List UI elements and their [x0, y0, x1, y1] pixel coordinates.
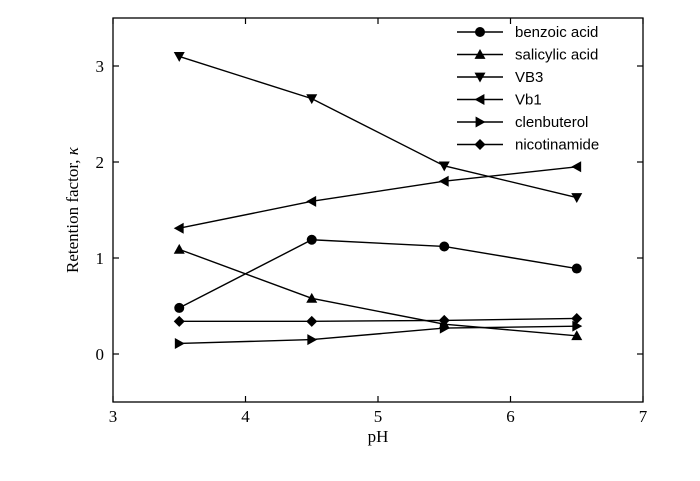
y-tick-label: 3: [96, 57, 105, 76]
axes: 3 4 5 6 7 0 1 2 3: [96, 17, 648, 426]
data-point: [571, 193, 583, 204]
data-point: [306, 234, 317, 245]
x-tick-label: 6: [506, 407, 515, 426]
series-line: [179, 55, 577, 199]
legend-label: clenbuterol: [515, 114, 588, 131]
x-tick-label: 3: [109, 407, 118, 426]
legend-label: benzoic acid: [515, 24, 598, 41]
data-point: [438, 314, 450, 326]
series-3: [173, 161, 582, 234]
y-tick-label: 0: [96, 345, 105, 364]
legend-marker: [475, 27, 485, 37]
data-point: [306, 195, 317, 207]
x-tick-label: 5: [374, 407, 383, 426]
series-4: [174, 320, 583, 349]
legend-entry: VB3: [457, 69, 543, 86]
data-point: [307, 334, 318, 346]
series-line: [179, 325, 577, 345]
legend-label: nicotinamide: [515, 137, 599, 154]
y-axis-title-symbol: κ: [63, 146, 82, 155]
legend: benzoic acid salicylic acid VB3 Vb1 clenbute…: [457, 24, 599, 154]
series-1: [173, 243, 583, 341]
series-2: [173, 52, 583, 204]
data-point: [439, 322, 450, 334]
legend-entry: salicylic acid: [457, 47, 598, 64]
y-tick-label: 2: [96, 153, 105, 172]
data-point: [306, 292, 318, 303]
legend-entry: benzoic acid: [457, 24, 598, 41]
series-line: [179, 248, 577, 337]
legend-entry: Vb1: [457, 92, 542, 109]
x-axis-title: pH: [368, 427, 389, 446]
legend-label: VB3: [515, 69, 543, 86]
data-point: [173, 315, 185, 327]
legend-marker: [474, 139, 486, 150]
legend-entry: clenbuterol: [457, 114, 588, 131]
plot-frame: [112, 17, 644, 403]
legend-label: Vb1: [515, 92, 542, 109]
x-tick-label: 4: [241, 407, 250, 426]
data-point: [439, 241, 450, 252]
data-point: [571, 263, 582, 274]
legend-marker: [475, 116, 486, 128]
data-point: [174, 302, 185, 313]
legend-entry: nicotinamide: [457, 137, 599, 154]
legend-marker: [474, 72, 486, 83]
data-point: [571, 330, 583, 341]
data-point: [438, 161, 450, 172]
series-5: [173, 312, 583, 327]
series-layer: [173, 52, 583, 349]
data-point: [438, 175, 449, 187]
x-tick-label: 7: [639, 407, 648, 426]
y-axis-title: Retention factor, κ: [63, 146, 82, 273]
y-axis-title-text: Retention factor,: [63, 155, 82, 273]
series-line: [179, 317, 577, 323]
series-line: [178, 239, 577, 309]
data-point: [572, 320, 583, 332]
data-point: [571, 312, 583, 324]
series-line: [179, 166, 577, 229]
data-point: [306, 315, 318, 327]
data-point: [571, 161, 582, 173]
data-point: [174, 337, 185, 349]
data-point: [173, 222, 184, 234]
legend-label: salicylic acid: [515, 47, 598, 64]
legend-marker: [474, 49, 486, 59]
data-point: [173, 52, 185, 62]
legend-marker: [474, 94, 485, 105]
data-point: [306, 94, 318, 105]
data-point: [173, 243, 185, 254]
y-tick-label: 1: [96, 249, 105, 268]
series-0: [174, 234, 582, 313]
